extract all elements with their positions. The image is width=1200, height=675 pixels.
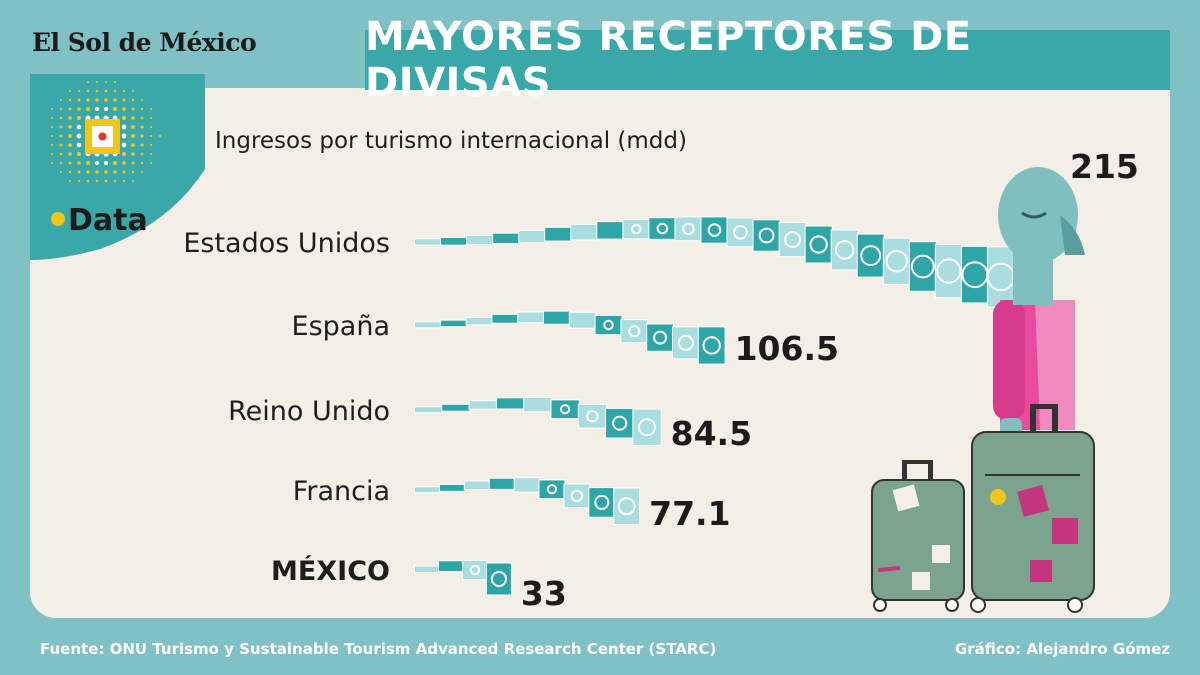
money-bill-icon [700, 216, 729, 244]
money-bill-icon [538, 479, 566, 500]
money-bill-icon [594, 314, 623, 336]
money-ribbon-bar [414, 396, 662, 446]
money-bill-icon [986, 246, 1015, 308]
money-bill-icon [461, 559, 488, 581]
money-bill-icon [908, 241, 937, 292]
value-label: 106.5 [735, 329, 839, 368]
money-bill-icon [646, 323, 674, 352]
money-bill-icon [488, 477, 516, 490]
money-bill-icon [671, 326, 700, 360]
money-ribbon-bar [414, 216, 1043, 311]
money-bill-icon [523, 396, 553, 413]
money-bill-icon [613, 487, 641, 525]
money-bill-icon [632, 408, 662, 446]
money-bill-icon [588, 487, 616, 518]
category-label: MÉXICO [271, 555, 390, 587]
money-bill-icon [463, 480, 491, 491]
money-ribbon-bar [414, 477, 641, 525]
chart-subtitle: Ingresos por turismo internacional (mdd) [215, 128, 687, 154]
suitcase-icon [970, 404, 1095, 613]
money-bill-icon [441, 403, 471, 412]
money-bill-icon [622, 218, 651, 240]
masthead-logo: El Sol de México [32, 28, 257, 57]
money-bill-icon [440, 236, 469, 246]
category-label: Francia [293, 476, 390, 507]
money-bill-icon [778, 222, 807, 258]
data-logo-badge: Data [30, 74, 205, 260]
value-label: 33 [521, 574, 567, 613]
data-badge-text: Data [68, 203, 148, 238]
money-bill-icon [437, 560, 464, 573]
money-ribbon-bar [414, 310, 726, 365]
category-label: Reino Unido [228, 396, 390, 427]
money-bill-icon [542, 310, 571, 325]
money-bill-icon [466, 235, 495, 246]
money-bill-icon [697, 326, 726, 365]
money-bill-icon [577, 403, 608, 429]
money-bill-icon [414, 486, 441, 494]
money-bill-icon [465, 316, 494, 326]
value-label: 215 [1070, 147, 1139, 186]
source-note: Fuente: ONU Turismo y Sustainable Touris… [40, 640, 717, 658]
money-bill-icon [513, 477, 541, 493]
money-bill-icon [934, 244, 963, 299]
money-bill-icon [544, 226, 573, 242]
category-label: España [292, 311, 390, 342]
money-bill-icon [438, 483, 466, 492]
money-bill-icon [960, 245, 989, 304]
category-label: Estados Unidos [183, 228, 390, 259]
money-bill-icon [726, 217, 755, 248]
money-bill-icon [414, 406, 444, 414]
credit-note: Gráfico: Alejandro Gómez [954, 640, 1170, 658]
money-bill-icon [491, 313, 520, 324]
money-bill-icon [517, 311, 545, 324]
money-bill-icon [648, 217, 677, 240]
money-bill-icon [568, 311, 597, 329]
money-bill-icon [492, 232, 521, 245]
money-bill-icon [485, 562, 512, 596]
money-bill-icon [414, 321, 442, 329]
traveler-icon [993, 167, 1085, 440]
money-bill-icon [563, 483, 591, 509]
value-label: 84.5 [671, 414, 752, 453]
money-bill-icon [414, 238, 443, 246]
money-bill-icon [518, 229, 547, 243]
money-ribbon-bar [414, 559, 512, 596]
money-bill-icon [605, 407, 635, 439]
money-bill-icon [804, 225, 833, 264]
suitcase-icon [871, 460, 965, 612]
money-bill-icon [550, 399, 580, 420]
money-bill-icon [414, 565, 440, 573]
money-bill-icon [570, 223, 599, 241]
money-bill-icon [674, 216, 703, 242]
value-label: 77.1 [649, 494, 730, 533]
money-bill-icon [752, 219, 781, 252]
money-bill-icon [468, 400, 498, 410]
money-bill-icon [439, 319, 468, 328]
money-bill-icon [620, 319, 649, 344]
money-bill-icon [596, 221, 625, 240]
money-bill-icon [495, 397, 526, 410]
